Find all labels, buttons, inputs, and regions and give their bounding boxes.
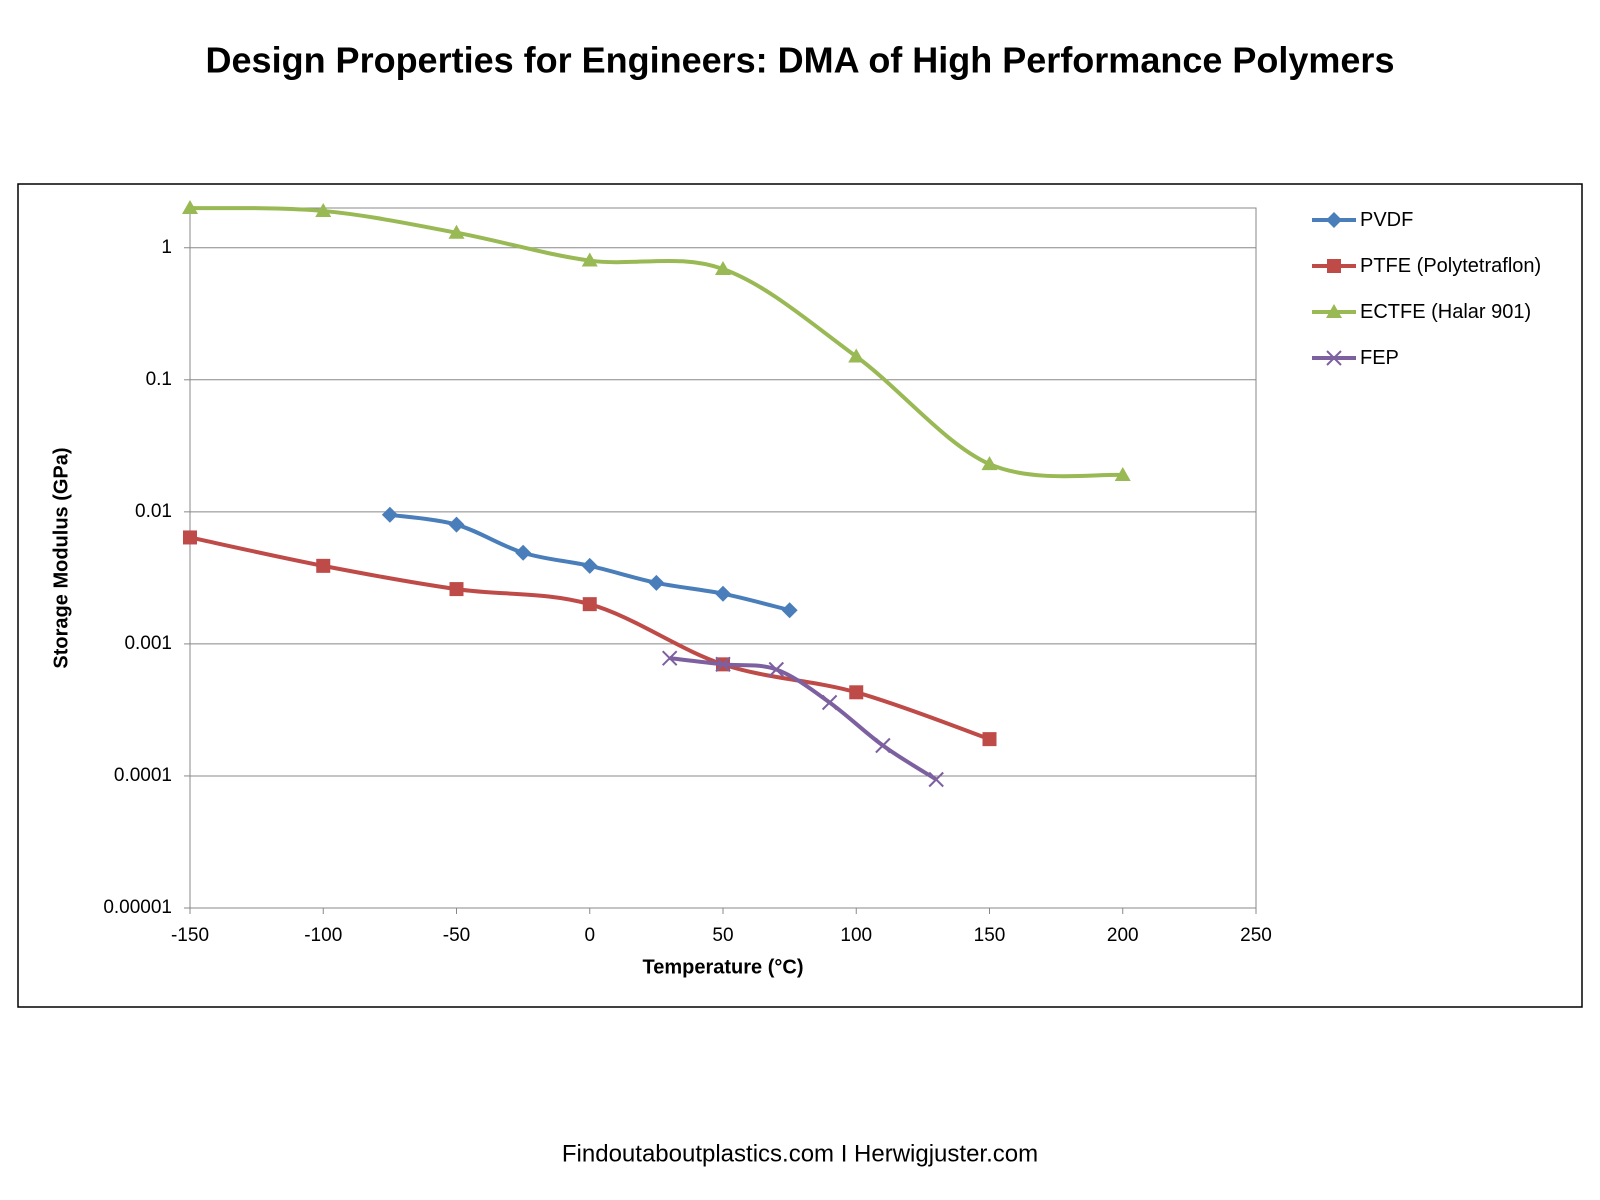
- marker: [848, 348, 865, 363]
- marker: [875, 737, 891, 754]
- legend-label: PVDF: [1360, 209, 1414, 231]
- marker: [715, 261, 731, 276]
- y-tick-label: 1: [161, 237, 172, 258]
- x-tick-label: 100: [840, 925, 872, 946]
- marker: [849, 685, 864, 700]
- series-line: [189, 206, 1123, 479]
- marker: [821, 694, 838, 711]
- marker: [316, 558, 331, 573]
- x-tick-label: -50: [443, 925, 470, 946]
- marker: [582, 597, 597, 612]
- footer: Findoutaboutplastics.com I Herwigjuster.…: [562, 1140, 1038, 1167]
- legend-label: PTFE (Polytetraflon): [1360, 255, 1542, 277]
- marker: [981, 456, 998, 471]
- y-tick-label: 0.01: [135, 501, 172, 522]
- chart-border: [17, 183, 1583, 1008]
- marker: [448, 516, 465, 533]
- marker: [781, 602, 798, 619]
- series-line: [669, 656, 938, 782]
- legend-item: PVDF: [1310, 208, 1590, 254]
- x-tick-label: 200: [1107, 925, 1139, 946]
- marker: [1114, 467, 1131, 482]
- marker: [648, 574, 665, 591]
- marker: [381, 506, 398, 523]
- marker: [768, 661, 785, 678]
- marker: [1326, 212, 1342, 228]
- marker: [1327, 259, 1341, 273]
- y-tick-label: 0.0001: [114, 765, 172, 786]
- marker: [982, 732, 997, 747]
- marker: [715, 656, 731, 673]
- marker: [661, 650, 678, 666]
- marker: [1326, 304, 1342, 318]
- x-tick-label: 150: [974, 925, 1006, 946]
- legend-swatch: [1312, 350, 1356, 366]
- plot-area: [189, 207, 1257, 909]
- marker: [581, 252, 598, 267]
- x-axis-label: Temperature (°C): [643, 956, 804, 978]
- legend-label: ECTFE (Halar 901): [1360, 301, 1532, 323]
- legend-swatch: [1312, 212, 1356, 228]
- legend: PVDF PTFE (Polytetraflon) ECTFE (Halar 901…: [1310, 208, 1590, 392]
- marker: [515, 544, 532, 561]
- marker: [1326, 350, 1342, 366]
- marker: [183, 530, 197, 545]
- y-tick-label: 0.00001: [103, 897, 172, 918]
- legend-swatch: [1312, 259, 1356, 273]
- x-tick-label: 0: [584, 925, 595, 946]
- marker: [928, 771, 944, 788]
- marker: [715, 585, 731, 602]
- legend-swatch: [1312, 304, 1356, 318]
- x-tick-label: -100: [304, 925, 342, 946]
- x-tick-label: 50: [712, 925, 733, 946]
- x-tick-label: -150: [171, 925, 209, 946]
- marker: [448, 224, 465, 239]
- y-tick-label: 0.001: [124, 633, 172, 654]
- marker: [449, 582, 464, 597]
- legend-item: ECTFE (Halar 901): [1310, 300, 1590, 346]
- legend-label: FEP: [1360, 347, 1399, 369]
- marker: [315, 202, 332, 217]
- legend-item: FEP: [1310, 346, 1590, 392]
- y-axis-label: Storage Modulus (GPa): [50, 447, 72, 668]
- y-tick-label: 0.1: [146, 369, 172, 390]
- marker: [581, 557, 598, 574]
- marker: [182, 200, 198, 214]
- legend-item: PTFE (Polytetraflon): [1310, 254, 1590, 300]
- chart-title: Design Properties for Engineers: DMA of …: [206, 40, 1395, 81]
- x-tick-label: 250: [1240, 925, 1272, 946]
